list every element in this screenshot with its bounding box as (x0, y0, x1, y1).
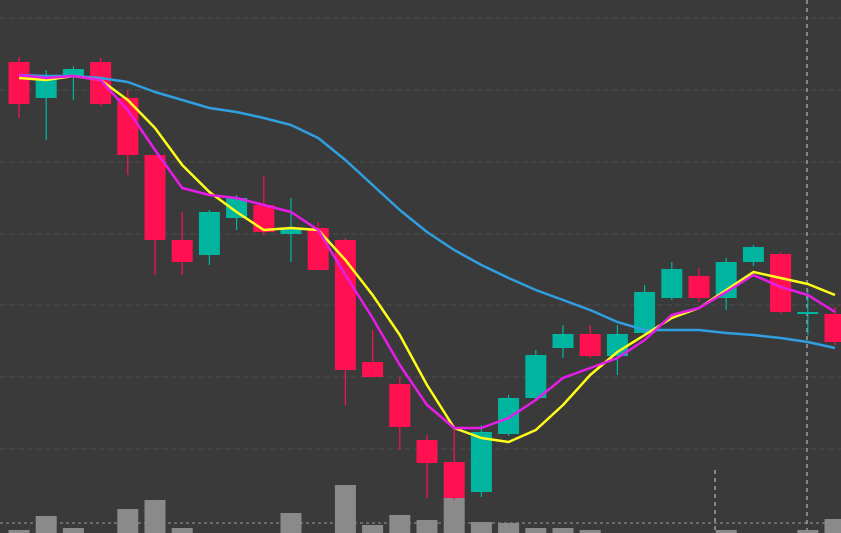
candle-body (498, 398, 520, 434)
volume-bar (470, 522, 492, 533)
candle-body (606, 334, 628, 356)
candle-body (226, 198, 248, 218)
candle-body (552, 334, 574, 348)
candle-body (525, 355, 547, 398)
candle-body (824, 314, 841, 342)
ma-line (18, 73, 836, 430)
volume-bar (35, 516, 57, 533)
candle-body (62, 69, 84, 76)
volume-bar (144, 500, 166, 533)
candle-body (470, 432, 492, 492)
candle-body (171, 240, 193, 262)
candle-body (579, 334, 601, 356)
volume-bar (797, 530, 819, 533)
volume-bar (171, 528, 193, 533)
candle-body (334, 240, 356, 370)
volume-bar (824, 519, 841, 533)
candle-body (661, 269, 683, 298)
candle-body (307, 228, 329, 270)
candle-body (770, 254, 792, 312)
volume-bar (498, 523, 520, 533)
volume-bar (8, 530, 30, 533)
volume-bar (117, 509, 139, 533)
volume-bar (579, 530, 601, 533)
candle-body (144, 155, 166, 240)
candle-body (416, 440, 438, 463)
candle-body (443, 462, 465, 498)
volume-bar (62, 528, 84, 533)
candle-body (117, 98, 139, 155)
candle-body (35, 78, 57, 98)
volume-bar (715, 530, 737, 533)
candle-body (688, 276, 710, 298)
volume-bar (362, 525, 384, 533)
volume-bar (552, 528, 574, 533)
ma-line (18, 73, 836, 350)
volume-bar (525, 528, 547, 533)
candle-body (634, 292, 656, 333)
volume-bar (389, 515, 411, 533)
candle-body (362, 362, 384, 377)
volume-bar (443, 498, 465, 533)
candle-body (253, 205, 275, 232)
volume-bar (280, 513, 302, 533)
candle-body (198, 212, 220, 255)
volume-bar (416, 520, 438, 533)
volume-bar (334, 485, 356, 533)
candle-body (8, 62, 30, 104)
candle-body (280, 228, 302, 234)
candle-body (90, 62, 112, 104)
candle-body (389, 384, 411, 427)
candle-body (797, 312, 819, 314)
candle-body (742, 247, 764, 262)
